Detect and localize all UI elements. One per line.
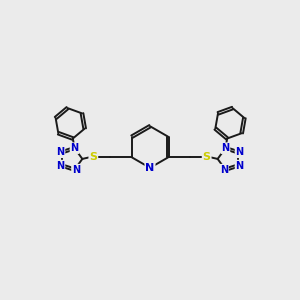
Text: N: N [236, 160, 244, 171]
Text: N: N [56, 160, 64, 171]
Text: S: S [89, 152, 97, 162]
Text: N: N [56, 147, 64, 157]
Text: N: N [70, 143, 79, 153]
Text: N: N [220, 165, 228, 175]
Text: N: N [221, 143, 230, 153]
Text: N: N [72, 165, 80, 175]
Text: S: S [203, 152, 211, 162]
Text: N: N [236, 147, 244, 157]
Text: N: N [146, 163, 154, 173]
